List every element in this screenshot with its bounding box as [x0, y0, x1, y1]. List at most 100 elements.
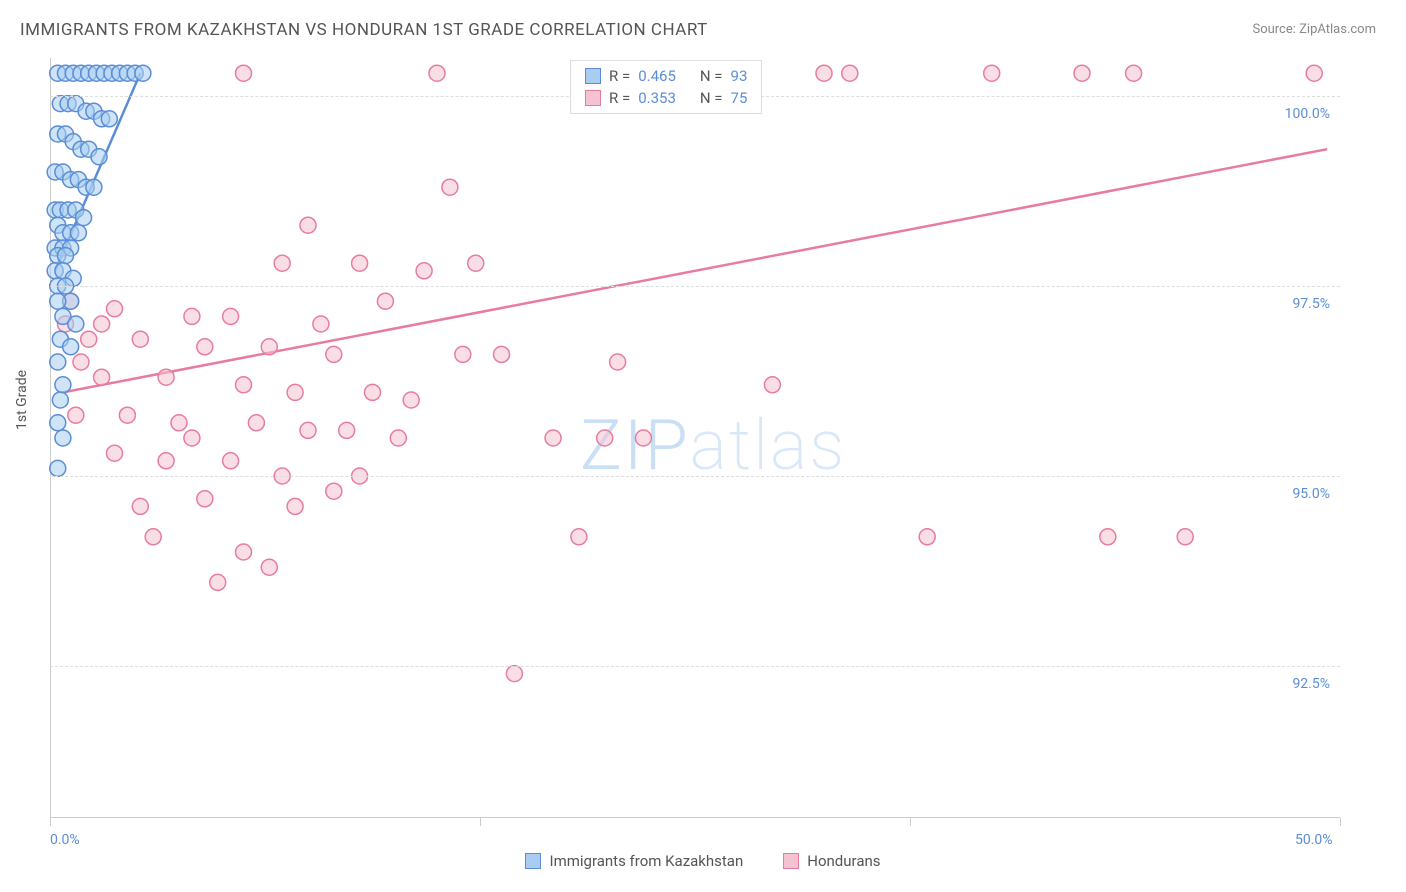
stats-r-value: 0.465: [638, 67, 676, 85]
data-point-honduran: [326, 483, 342, 499]
data-point-honduran: [494, 346, 510, 362]
data-point-honduran: [132, 331, 148, 347]
data-point-honduran: [94, 316, 110, 332]
stats-n-value: 93: [731, 67, 748, 85]
data-point-honduran: [236, 65, 252, 81]
data-point-honduran: [571, 529, 587, 545]
stats-r-label: R =: [609, 89, 630, 107]
data-point-honduran: [326, 346, 342, 362]
data-point-honduran: [816, 65, 832, 81]
data-point-honduran: [236, 377, 252, 393]
gridline: [50, 666, 1340, 667]
data-point-honduran: [1074, 65, 1090, 81]
x-tick-mark: [480, 818, 481, 826]
data-point-honduran: [73, 354, 89, 370]
data-point-honduran: [506, 666, 522, 682]
swatch-honduran: [783, 853, 799, 869]
y-tick-label: 100.0%: [1270, 106, 1330, 122]
data-point-honduran: [158, 453, 174, 469]
stats-row-kazakhstan: R = 0.465 N = 93: [585, 67, 747, 85]
data-point-honduran: [403, 392, 419, 408]
data-point-honduran: [442, 179, 458, 195]
data-point-honduran: [287, 498, 303, 514]
gridline: [50, 286, 1340, 287]
data-point-honduran: [261, 339, 277, 355]
gridline: [50, 476, 1340, 477]
stats-n-label: N =: [700, 89, 723, 107]
x-tick-label: 50.0%: [1295, 832, 1333, 848]
data-point-honduran: [132, 498, 148, 514]
stats-legend-box: R = 0.465 N = 93 R = 0.353 N = 75: [570, 60, 762, 114]
data-point-kazakhstan: [55, 377, 71, 393]
data-point-honduran: [107, 445, 123, 461]
data-point-honduran: [610, 354, 626, 370]
swatch-kazakhstan: [525, 853, 541, 869]
data-point-honduran: [390, 430, 406, 446]
y-tick-label: 97.5%: [1270, 296, 1330, 312]
data-point-honduran: [197, 491, 213, 507]
data-point-honduran: [184, 430, 200, 446]
x-tick-mark: [1340, 818, 1341, 826]
data-point-kazakhstan: [70, 225, 86, 241]
stats-row-honduran: R = 0.353 N = 75: [585, 89, 747, 107]
data-point-honduran: [248, 415, 264, 431]
legend-item-honduran: Hondurans: [783, 852, 880, 870]
data-point-honduran: [197, 339, 213, 355]
data-point-honduran: [107, 301, 123, 317]
data-point-honduran: [597, 430, 613, 446]
data-point-honduran: [223, 308, 239, 324]
stats-r-label: R =: [609, 67, 630, 85]
data-point-honduran: [313, 316, 329, 332]
data-point-honduran: [223, 453, 239, 469]
data-point-honduran: [68, 407, 84, 423]
data-point-honduran: [764, 377, 780, 393]
legend-item-kazakhstan: Immigrants from Kazakhstan: [525, 852, 743, 870]
data-point-honduran: [158, 369, 174, 385]
data-point-kazakhstan: [86, 179, 102, 195]
data-point-honduran: [416, 263, 432, 279]
data-point-kazakhstan: [50, 460, 66, 476]
data-point-kazakhstan: [50, 293, 66, 309]
data-point-honduran: [145, 529, 161, 545]
data-point-honduran: [300, 217, 316, 233]
data-point-honduran: [842, 65, 858, 81]
data-point-kazakhstan: [91, 149, 107, 165]
stats-n-label: N =: [700, 67, 723, 85]
scatter-svg: [50, 58, 1340, 818]
x-tick-label: 0.0%: [50, 832, 80, 848]
data-point-honduran: [261, 559, 277, 575]
data-point-kazakhstan: [57, 248, 73, 264]
data-point-honduran: [1126, 65, 1142, 81]
data-point-honduran: [119, 407, 135, 423]
data-point-honduran: [545, 430, 561, 446]
data-point-honduran: [377, 293, 393, 309]
data-point-honduran: [184, 308, 200, 324]
data-point-kazakhstan: [76, 210, 92, 226]
data-point-honduran: [300, 422, 316, 438]
data-point-honduran: [287, 384, 303, 400]
data-point-honduran: [94, 369, 110, 385]
data-point-honduran: [1100, 529, 1116, 545]
data-point-honduran: [339, 422, 355, 438]
data-point-honduran: [274, 255, 290, 271]
y-axis-label: 1st Grade: [14, 370, 30, 430]
y-tick-label: 92.5%: [1270, 676, 1330, 692]
data-point-honduran: [468, 255, 484, 271]
legend-label: Hondurans: [807, 852, 880, 870]
data-point-honduran: [210, 574, 226, 590]
chart-title: IMMIGRANTS FROM KAZAKHSTAN VS HONDURAN 1…: [20, 20, 708, 40]
data-point-kazakhstan: [55, 430, 71, 446]
data-point-honduran: [236, 544, 252, 560]
swatch-kazakhstan: [585, 68, 601, 84]
stats-n-value: 75: [731, 89, 748, 107]
data-point-kazakhstan: [50, 415, 66, 431]
data-point-honduran: [365, 384, 381, 400]
data-point-honduran: [171, 415, 187, 431]
data-point-kazakhstan: [68, 316, 84, 332]
data-point-honduran: [919, 529, 935, 545]
swatch-honduran: [585, 90, 601, 106]
data-point-kazakhstan: [135, 65, 151, 81]
data-point-kazakhstan: [50, 354, 66, 370]
data-point-honduran: [352, 255, 368, 271]
data-point-kazakhstan: [52, 392, 68, 408]
